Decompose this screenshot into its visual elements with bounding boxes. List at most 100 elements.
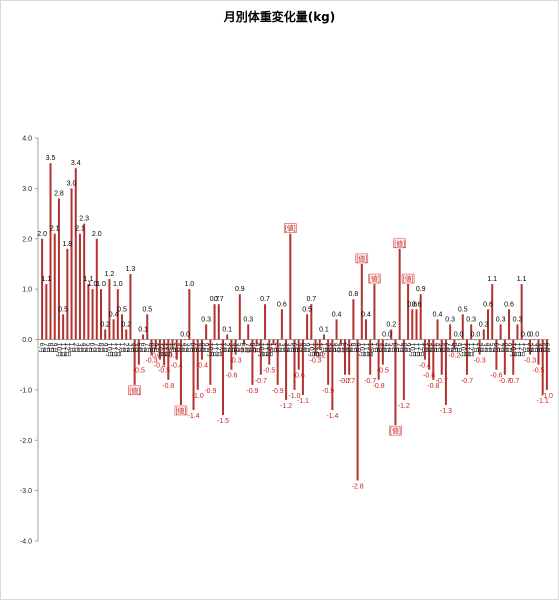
bar — [78, 233, 81, 340]
x-tick-label: 10月 — [206, 343, 214, 358]
bar — [322, 334, 325, 340]
x-tick-label: 3月 — [177, 343, 185, 354]
placeholder-label-box — [401, 273, 415, 284]
x-tick-label: 6月 — [38, 343, 46, 354]
bar — [373, 284, 376, 340]
data-label: 0.7 — [306, 296, 316, 303]
bar — [184, 339, 187, 341]
x-tick-label: 12月 — [265, 343, 273, 358]
bar — [331, 339, 334, 411]
y-tick-label: 0.0 — [22, 337, 32, 344]
x-tick-label: 3月 — [530, 343, 538, 354]
data-label: 2.0 — [37, 231, 47, 238]
y-tick-label: -3.0 — [20, 488, 32, 495]
y-tick-label: -1.0 — [20, 387, 32, 394]
x-tick-label: 10月 — [509, 343, 517, 358]
data-label: -1.0 — [541, 393, 553, 400]
value-labels: 2.01.13.52.12.80.51.83.03.42.12.31.11.02… — [37, 155, 553, 490]
x-tick-label: 6月 — [291, 343, 299, 354]
bar — [238, 294, 241, 340]
x-tick-label: 2月 — [476, 343, 484, 354]
bar — [70, 188, 73, 340]
x-tick-label: 1月 — [219, 343, 227, 354]
data-label: -0.7 — [364, 378, 376, 385]
placeholder-data-label: [値] — [369, 274, 380, 283]
data-label: 1.8 — [62, 241, 72, 248]
bar — [390, 329, 393, 340]
bar — [87, 284, 90, 340]
bar — [314, 339, 317, 355]
data-label: -1.0 — [288, 393, 300, 400]
x-tick-label: 1月 — [269, 343, 277, 354]
x-tick-label: 10月 — [55, 343, 63, 358]
bar — [167, 339, 170, 380]
x-tick-label: 9月 — [354, 343, 362, 354]
x-tick-label: 8月 — [147, 343, 155, 354]
data-label: 1.0 — [184, 281, 194, 288]
bar — [327, 339, 330, 385]
x-tick-label: 1月 — [169, 343, 177, 354]
x-tick-label: 12月 — [114, 343, 122, 358]
data-label: -0.9 — [246, 388, 258, 395]
data-label: -1.3 — [440, 408, 452, 415]
x-tick-label: 3月 — [278, 343, 286, 354]
data-label: 0.4 — [332, 311, 342, 318]
x-tick-label: 6月 — [89, 343, 97, 354]
x-tick-label: 9月 — [303, 343, 311, 354]
placeholder-data-label: [値] — [175, 406, 186, 415]
y-tick-label: 2.0 — [22, 236, 32, 243]
data-label: -1.2 — [280, 403, 292, 410]
x-tick-label: 1月 — [471, 343, 479, 354]
data-label: 2.0 — [92, 231, 102, 238]
bar — [217, 304, 220, 340]
bar — [461, 314, 464, 340]
data-label: 0.1 — [222, 326, 232, 333]
bar — [491, 284, 494, 340]
bar — [297, 339, 300, 370]
data-label: -0.4 — [196, 363, 208, 370]
data-label: 1.1 — [84, 276, 94, 283]
bar — [394, 339, 397, 426]
x-tick-label: 2月 — [122, 343, 130, 354]
x-tick-label: 8月 — [299, 343, 307, 354]
x-tick-label: 6月 — [190, 343, 198, 354]
data-label: 2.3 — [79, 216, 89, 223]
x-tick-label: 12月 — [215, 343, 223, 358]
bar — [108, 279, 111, 340]
bar — [516, 324, 519, 340]
x-tick-label: 11月 — [59, 343, 67, 358]
data-label: -0.4 — [171, 363, 183, 370]
data-label: 0.5 — [58, 306, 68, 313]
bar — [45, 284, 48, 340]
x-tick-label: 7月 — [295, 343, 303, 354]
data-label: -0.7 — [499, 378, 511, 385]
x-tick-label: 2月 — [223, 343, 231, 354]
data-label: 0.6 — [412, 301, 422, 308]
bar — [545, 339, 548, 390]
data-label: -0.8 — [373, 383, 385, 390]
bar — [440, 339, 443, 375]
x-tick-label: 2月 — [274, 343, 282, 354]
x-tick-label: 8月 — [400, 343, 408, 354]
x-tick-label: 3月 — [126, 343, 134, 354]
x-tick-label: 3月 — [480, 343, 488, 354]
bar — [137, 339, 140, 365]
bars — [41, 163, 548, 481]
x-tick-label: 8月 — [450, 343, 458, 354]
bar — [352, 299, 355, 340]
bar — [259, 339, 262, 375]
data-label: -0.5 — [263, 368, 275, 375]
x-tick-label: 2月 — [425, 343, 433, 354]
data-label: 0.0 — [180, 332, 190, 339]
bar — [356, 339, 359, 481]
placeholder-label-box — [128, 385, 141, 396]
data-label: 0.9 — [235, 286, 245, 293]
data-label: 0.3 — [513, 316, 523, 323]
data-label: -0.3 — [145, 358, 157, 365]
bar — [221, 339, 224, 416]
data-label: -0.5 — [158, 368, 170, 375]
bar — [104, 329, 107, 340]
bar — [432, 339, 435, 380]
x-tick-label: 11月 — [463, 343, 471, 358]
data-label: 1.1 — [41, 276, 51, 283]
